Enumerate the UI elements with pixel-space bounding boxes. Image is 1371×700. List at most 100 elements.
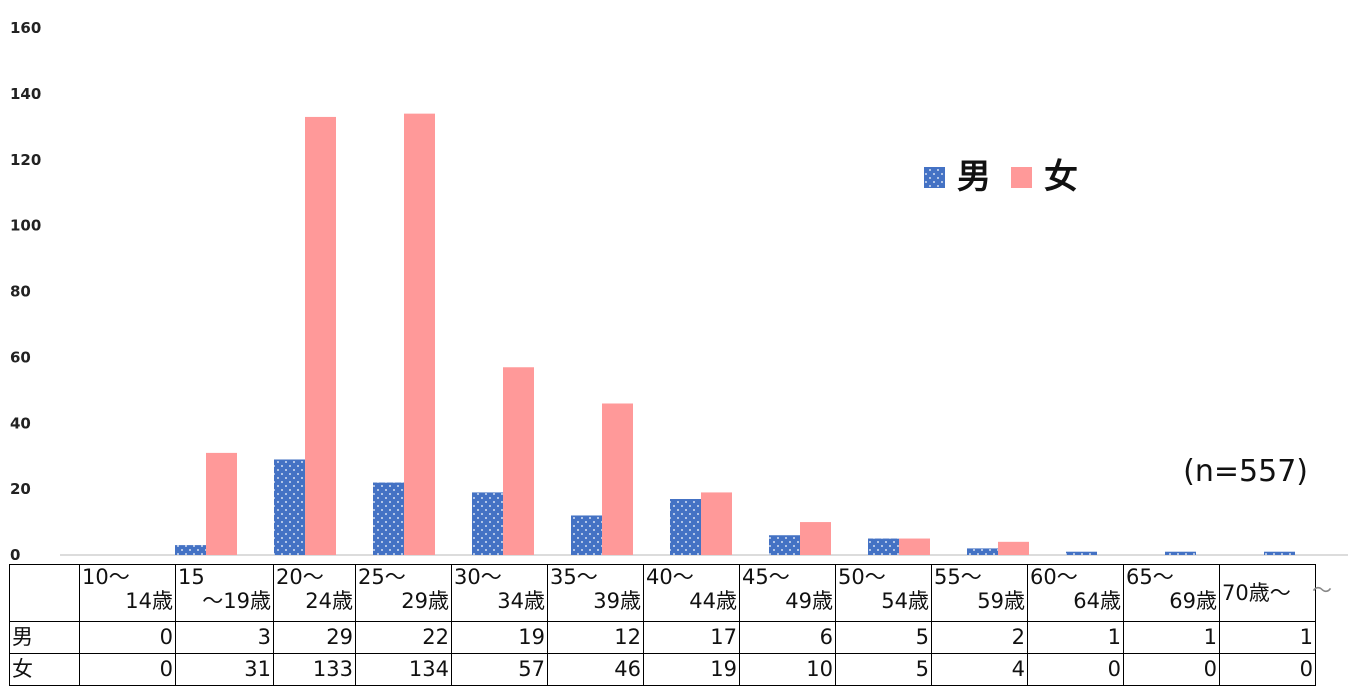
data-table-value-cell: 1 xyxy=(1027,621,1124,654)
category-label-line2: 24歳 xyxy=(305,589,353,613)
category-label: 70歳～ xyxy=(1222,581,1291,605)
category-label-line1: 50～ xyxy=(838,565,886,590)
data-table-header-cell: 15 ～19歳 xyxy=(175,564,274,622)
data-table-header-cell: 30～ 34歳 xyxy=(451,564,548,622)
category-label-line1: 20～ xyxy=(276,565,324,590)
data-table-corner-cell xyxy=(9,564,80,622)
data-table-value-cell: 12 xyxy=(547,621,644,654)
bar-female xyxy=(800,522,831,555)
bar-female xyxy=(701,492,732,555)
category-label-line2: 14歳 xyxy=(125,589,173,613)
data-table-value-cell: 4 xyxy=(931,653,1028,686)
bar-male xyxy=(373,482,404,555)
legend-label-female: 女 xyxy=(1044,157,1078,197)
data-table-value-cell: 6 xyxy=(739,621,836,654)
y-tick-label: 20 xyxy=(10,480,31,498)
data-table-header-cell: 35～ 39歳 xyxy=(547,564,644,622)
data-table-header-row: 10～ 14歳 15 ～19歳 20～ 24歳 25～ 29歳 30～ 34歳 35～ 39歳 40～ 4… xyxy=(9,564,1316,622)
data-table-value-cell: 10 xyxy=(739,653,836,686)
data-table-value-cell: 0 xyxy=(1219,653,1316,686)
y-tick-label: 120 xyxy=(10,151,41,169)
data-table-header-cell: 60～ 64歳 xyxy=(1027,564,1124,622)
bar-female xyxy=(602,403,633,555)
bar-male xyxy=(1066,551,1097,555)
chart-area: 0 20 40 60 80 100 120 140 160 男 女 (n=557) xyxy=(10,19,1348,560)
data-table-value-cell: 1 xyxy=(1219,621,1316,654)
bar-female xyxy=(404,113,435,555)
category-label-line2: 29歳 xyxy=(401,589,449,613)
data-table-header-cell: 50～ 54歳 xyxy=(835,564,932,622)
data-table-value-cell: 134 xyxy=(355,653,452,686)
category-label-line1: 65～ xyxy=(1126,565,1174,590)
category-label-line1: 35～ xyxy=(550,565,598,590)
data-table-value-cell: 0 xyxy=(79,653,176,686)
data-table-row-female: 女 0 31 133 134 57 46 19 10 5 4 0 0 0 xyxy=(9,653,1316,686)
data-table-header-cell: 45～ 49歳 xyxy=(739,564,836,622)
category-label-line2: 39歳 xyxy=(593,589,641,613)
data-table-value-cell: 2 xyxy=(931,621,1028,654)
data-table-value-cell: 133 xyxy=(273,653,356,686)
bar-female xyxy=(998,541,1029,555)
data-table-value-cell: 5 xyxy=(835,653,932,686)
y-tick-label: 60 xyxy=(10,348,31,366)
y-tick-label: 40 xyxy=(10,414,31,432)
bar-female xyxy=(899,538,930,555)
category-label-line2: 59歳 xyxy=(977,589,1025,613)
data-table-header-cell: 65～ 69歳 xyxy=(1123,564,1220,622)
y-tick-label: 140 xyxy=(10,85,41,103)
data-table-row-label: 女 xyxy=(9,653,80,686)
bar-male xyxy=(571,515,602,555)
data-table-value-cell: 22 xyxy=(355,621,452,654)
data-table-header-cell: 55～ 59歳 xyxy=(931,564,1028,622)
data-table-value-cell: 57 xyxy=(451,653,548,686)
data-table-value-cell: 19 xyxy=(643,653,740,686)
data-table-header-cell: 20～ 24歳 xyxy=(273,564,356,622)
bars xyxy=(175,113,1295,556)
data-table-header-cell: 10～ 14歳 xyxy=(79,564,176,622)
category-label-line2: 49歳 xyxy=(785,589,833,613)
data-table-value-cell: 19 xyxy=(451,621,548,654)
data-table-value-cell: 0 xyxy=(1027,653,1124,686)
data-table-value-cell: 0 xyxy=(79,621,176,654)
data-table-value-cell: 0 xyxy=(1123,653,1220,686)
data-table-header-cell: 70歳～ xyxy=(1219,564,1316,622)
bar-female xyxy=(305,116,336,556)
data-table-value-cell: 3 xyxy=(175,621,274,654)
trailing-tilde-mark: ～ xyxy=(1312,578,1332,602)
y-tick-label: 160 xyxy=(10,19,41,37)
legend-label-male: 男 xyxy=(957,157,991,197)
data-table-value-cell: 17 xyxy=(643,621,740,654)
category-label-line2: 34歳 xyxy=(497,589,545,613)
category-label-line1: 10～ xyxy=(82,565,130,590)
bar-male xyxy=(1165,551,1196,555)
category-label-line1: 40～ xyxy=(646,565,694,590)
legend-swatch-female xyxy=(1011,167,1032,188)
category-label-line1: 30～ xyxy=(454,565,502,590)
data-table-value-cell: 29 xyxy=(273,621,356,654)
y-axis: 0 20 40 60 80 100 120 140 160 xyxy=(10,19,41,560)
data-table-value-cell: 5 xyxy=(835,621,932,654)
category-label-line2: 64歳 xyxy=(1073,589,1121,613)
y-tick-label: 100 xyxy=(10,217,41,235)
bar-female xyxy=(206,452,237,555)
sample-size-note: (n=557) xyxy=(1183,454,1308,489)
data-table-value-cell: 46 xyxy=(547,653,644,686)
bar-male xyxy=(175,545,206,555)
bar-male xyxy=(1264,551,1295,555)
bar-male xyxy=(472,492,503,555)
category-label-line1: 25～ xyxy=(358,565,406,590)
category-label-line1: 55～ xyxy=(934,565,982,590)
data-table-row-male: 男 0 3 29 22 19 12 17 6 5 2 1 1 1 xyxy=(9,621,1316,654)
category-label-line2: ～19歳 xyxy=(202,589,271,613)
data-table-header-cell: 25～ 29歳 xyxy=(355,564,452,622)
data-table-value-cell: 1 xyxy=(1123,621,1220,654)
bar-male xyxy=(274,459,305,555)
data-table-value-cell: 31 xyxy=(175,653,274,686)
bar-male xyxy=(868,538,899,555)
category-label-line2: 69歳 xyxy=(1169,589,1217,613)
legend-swatch-male xyxy=(924,167,945,188)
category-label-line1: 60～ xyxy=(1030,565,1078,590)
y-tick-label: 80 xyxy=(10,283,31,301)
bar-male xyxy=(967,548,998,555)
bar-male xyxy=(769,535,800,555)
